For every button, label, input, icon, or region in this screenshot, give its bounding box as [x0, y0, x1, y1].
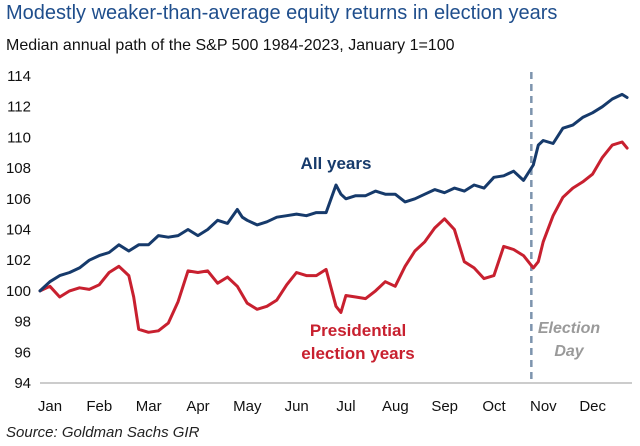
x-tick-label: Sep	[431, 398, 458, 415]
x-tick-label: Nov	[530, 398, 557, 415]
y-tick-label: 96	[14, 344, 31, 361]
y-tick-label: 100	[6, 283, 31, 300]
election-years-label: election years	[301, 344, 414, 363]
y-tick-label: 98	[14, 314, 31, 331]
election-day-label: Day	[554, 343, 584, 360]
election-years-line	[38, 140, 629, 334]
y-tick-label: 110	[7, 129, 31, 146]
election-day-label: Election	[538, 320, 600, 337]
x-tick-label: Mar	[136, 398, 162, 415]
chart-title: Modestly weaker-than-average equity retu…	[6, 2, 558, 24]
all-years-line	[38, 92, 629, 293]
y-tick-label: 112	[7, 99, 31, 116]
y-tick-label: 114	[7, 68, 31, 85]
election-years-label: Presidential	[310, 321, 406, 340]
y-tick-label: 94	[14, 375, 31, 392]
x-tick-label: Feb	[86, 398, 112, 415]
x-tick-label: Apr	[186, 398, 209, 415]
all-years-label: All years	[301, 154, 372, 173]
x-tick-label: Jun	[285, 398, 309, 415]
x-tick-label: Jul	[336, 398, 355, 415]
y-tick-label: 104	[6, 222, 31, 239]
chart-subtitle: Median annual path of the S&P 500 1984-2…	[6, 37, 455, 54]
y-tick-label: 106	[6, 191, 31, 208]
x-tick-label: Aug	[382, 398, 409, 415]
x-tick-label: Jan	[38, 398, 62, 415]
x-tick-label: Dec	[579, 398, 606, 415]
x-tick-label: Oct	[482, 398, 506, 415]
chart-source: Source: Goldman Sachs GIR	[6, 424, 200, 441]
y-tick-label: 102	[6, 252, 31, 269]
y-tick-label: 108	[6, 160, 31, 177]
x-tick-label: May	[233, 398, 262, 415]
